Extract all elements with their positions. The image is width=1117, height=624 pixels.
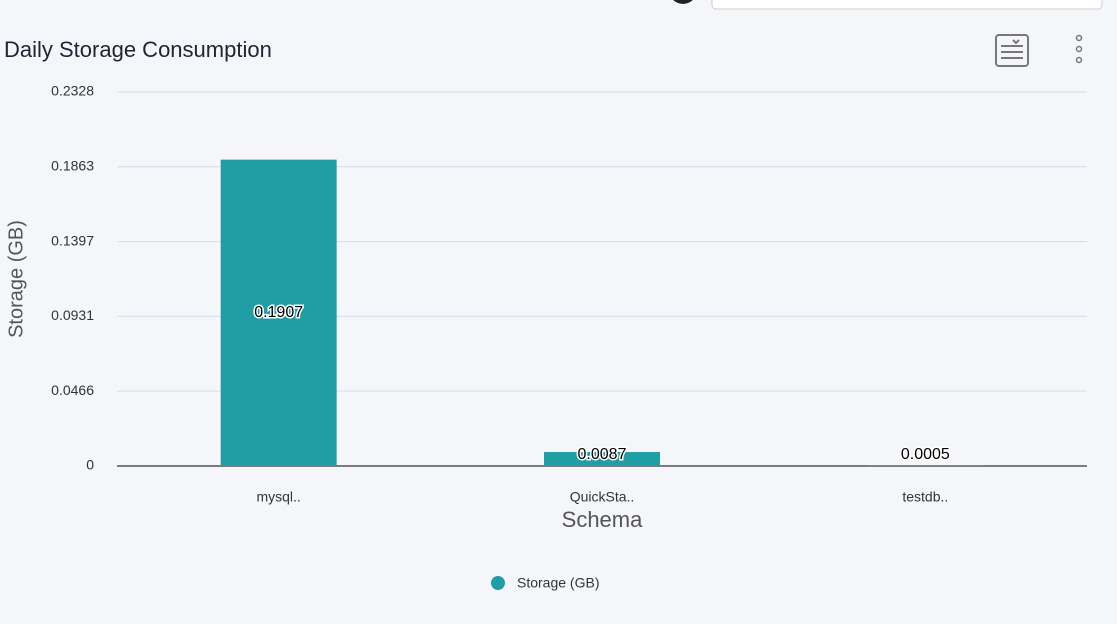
bar bbox=[867, 465, 984, 466]
table-view-icon[interactable] bbox=[995, 34, 1029, 67]
data-label: 0.0005 bbox=[901, 446, 950, 463]
data-label: 0.0087 bbox=[578, 446, 627, 463]
y-tick-label: 0 bbox=[86, 457, 94, 473]
search-input[interactable] bbox=[711, 0, 1103, 10]
more-menu-icon[interactable] bbox=[1075, 34, 1083, 64]
x-tick-label: QuickSta.. bbox=[570, 489, 635, 505]
bar bbox=[220, 159, 337, 466]
legend-marker bbox=[491, 576, 505, 590]
y-tick-label: 0.0466 bbox=[51, 382, 94, 398]
x-tick-label: testdb.. bbox=[902, 489, 948, 505]
bar bbox=[544, 452, 660, 466]
legend-label: Storage (GB) bbox=[517, 575, 599, 591]
y-tick-label: 0.0931 bbox=[51, 307, 94, 323]
chart-title: Daily Storage Consumption bbox=[4, 37, 272, 62]
data-label: 0.1907 bbox=[254, 304, 303, 321]
y-axis-title: Storage (GB) bbox=[5, 220, 27, 338]
y-tick-label: 0.1863 bbox=[51, 157, 94, 173]
y-tick-label: 0.1397 bbox=[51, 232, 94, 248]
x-axis-title: Schema bbox=[562, 507, 643, 532]
x-tick-label: mysql.. bbox=[256, 489, 300, 505]
avatar-icon[interactable] bbox=[669, 0, 697, 4]
y-tick-label: 0.2328 bbox=[51, 83, 94, 99]
